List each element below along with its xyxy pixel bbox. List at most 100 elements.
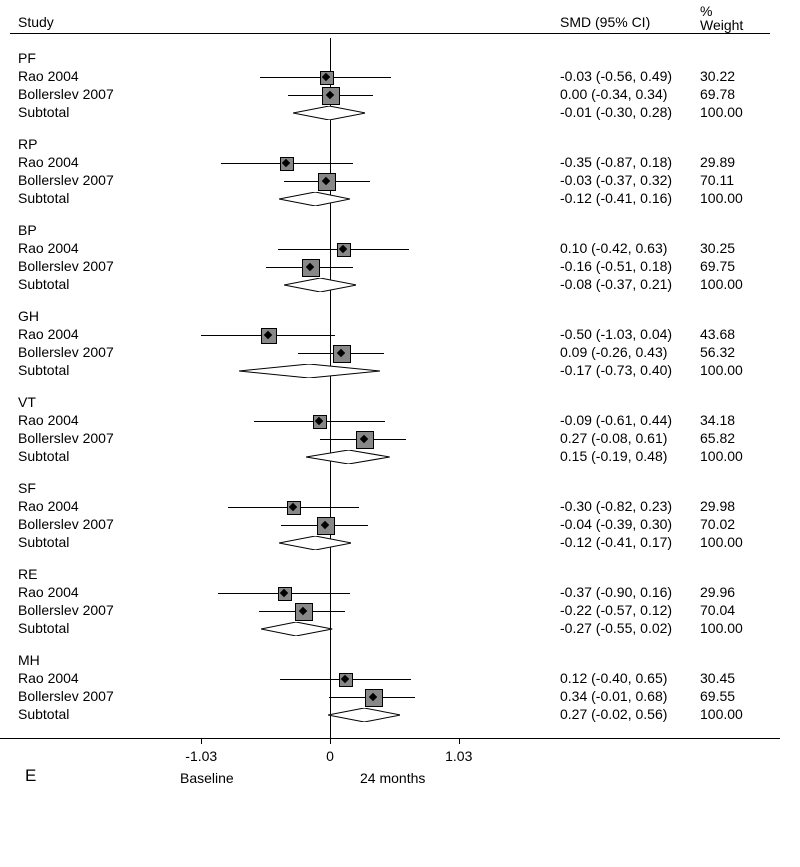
subtotal-diamond-icon	[261, 622, 332, 636]
study-smd: 0.27 (-0.08, 0.61)	[560, 430, 667, 446]
subtotal-row: Subtotal -0.12 (-0.41, 0.16) 100.00	[0, 190, 800, 208]
group-title: BP	[18, 222, 37, 238]
group-title: SF	[18, 480, 36, 496]
study-label: Rao 2004	[18, 68, 79, 84]
axis-tick	[459, 738, 460, 744]
subtotal-diamond-icon	[328, 708, 401, 722]
group-VT: VTRao 2004-0.09 (-0.61, 0.44)34.18Boller…	[0, 394, 800, 466]
header-weight: % Weight	[700, 4, 743, 32]
study-smd: -0.04 (-0.39, 0.30)	[560, 516, 672, 532]
study-smd: -0.03 (-0.37, 0.32)	[560, 172, 672, 188]
header-smd: SMD (95% CI)	[560, 14, 650, 30]
subtotal-diamond-icon	[279, 192, 350, 206]
subtotal-weight: 100.00	[700, 534, 743, 550]
axis-tick-label: -1.03	[185, 748, 217, 764]
subtotal-label: Subtotal	[18, 190, 69, 206]
study-smd: -0.03 (-0.56, 0.49)	[560, 68, 672, 84]
subtotal-weight: 100.00	[700, 362, 743, 378]
subtotal-row: Subtotal-0.17 (-0.73, 0.40)100.00	[0, 362, 800, 380]
subtotal-smd: 0.27 (-0.02, 0.56)	[560, 706, 667, 722]
frame-bottom-line	[0, 738, 780, 739]
subtotal-row: Subtotal0.15 (-0.19, 0.48)100.00	[0, 448, 800, 466]
group-RP: RP Rao 2004 -0.35 (-0.87, 0.18) 29.89 Boller…	[0, 136, 800, 208]
study-smd: -0.35 (-0.87, 0.18)	[560, 154, 672, 170]
study-row: Rao 2004 -0.35 (-0.87, 0.18) 29.89	[0, 154, 800, 172]
header-weight-text: Weight	[700, 17, 743, 33]
study-weight: 43.68	[700, 326, 735, 342]
study-smd: 0.10 (-0.42, 0.63)	[560, 240, 667, 256]
group-SF: SF Rao 2004-0.30 (-0.82, 0.23)29.98Boller…	[0, 480, 800, 552]
group-title: VT	[18, 394, 36, 410]
panel-letter: E	[25, 766, 36, 786]
subtotal-weight: 100.00	[700, 276, 743, 292]
study-row: Bollerslev 20070.09 (-0.26, 0.43)56.32	[0, 344, 800, 362]
axis-tick-label: 0	[326, 748, 334, 764]
subtotal-label: Subtotal	[18, 276, 69, 292]
forest-plot: Study SMD (95% CI) % Weight PFRao 2004-0…	[0, 0, 800, 867]
study-label: Bollerslev 2007	[18, 602, 114, 618]
study-weight: 30.45	[700, 670, 735, 686]
study-weight: 70.11	[700, 172, 734, 188]
subtotal-smd: -0.27 (-0.55, 0.02)	[560, 620, 672, 636]
subtotal-label: Subtotal	[18, 448, 69, 464]
subtotal-smd: -0.17 (-0.73, 0.40)	[560, 362, 672, 378]
subtotal-diamond-icon	[284, 278, 357, 292]
subtotal-diamond-icon	[239, 364, 380, 378]
study-label: Bollerslev 2007	[18, 344, 114, 360]
subtotal-row: Subtotal-0.01 (-0.30, 0.28)100.00	[0, 104, 800, 122]
subtotal-diamond-icon	[293, 106, 366, 120]
study-label: Rao 2004	[18, 154, 79, 170]
study-row: Rao 2004 -0.03 (-0.56, 0.49) 30.22	[0, 68, 800, 86]
axis-tick	[201, 738, 202, 744]
group-BP: BPRao 20040.10 (-0.42, 0.63)30.25Bollers…	[0, 222, 800, 294]
study-row: Bollerslev 20070.27 (-0.08, 0.61)65.82	[0, 430, 800, 448]
study-smd: -0.37 (-0.90, 0.16)	[560, 584, 672, 600]
subtotal-label: Subtotal	[18, 534, 69, 550]
subtotal-smd: -0.12 (-0.41, 0.16)	[560, 190, 672, 206]
subtotal-smd: -0.12 (-0.41, 0.17)	[560, 534, 672, 550]
study-row: Bollerslev 20070.00 (-0.34, 0.34)69.78	[0, 86, 800, 104]
axis-tick	[330, 738, 331, 744]
group-RE: RERao 2004-0.37 (-0.90, 0.16)29.96Boller…	[0, 566, 800, 638]
study-smd: 0.34 (-0.01, 0.68)	[560, 688, 667, 704]
subtotal-weight: 100.00	[700, 190, 743, 206]
study-row: Bollerslev 2007 -0.03 (-0.37, 0.32) 70.11	[0, 172, 800, 190]
study-row: Rao 2004-0.30 (-0.82, 0.23)29.98	[0, 498, 800, 516]
subtotal-weight: 100.00	[700, 104, 743, 120]
group-PF: PFRao 2004-0.03 (-0.56, 0.49)30.22Boller…	[0, 50, 800, 122]
subtotal-weight: 100.00	[700, 706, 743, 722]
study-label: Rao 2004	[18, 240, 79, 256]
subtotal-diamond-icon	[279, 536, 352, 550]
study-row: Bollerslev 2007-0.16 (-0.51, 0.18)69.75	[0, 258, 800, 276]
study-weight: 70.02	[700, 516, 735, 532]
study-weight: 29.89	[700, 154, 735, 170]
study-label: Bollerslev 2007	[18, 688, 114, 704]
group-GH: GHRao 2004-0.50 (-1.03, 0.04)43.68Boller…	[0, 308, 800, 380]
subtotal-row: Subtotal 0.27 (-0.02, 0.56) 100.00	[0, 706, 800, 724]
group-MH: MHRao 20040.12 (-0.40, 0.65)30.45Bollers…	[0, 652, 800, 724]
study-smd: 0.00 (-0.34, 0.34)	[560, 86, 667, 102]
group-title: RP	[18, 136, 37, 152]
study-row: Bollerslev 2007 -0.04 (-0.39, 0.30) 70.02	[0, 516, 800, 534]
study-label: Bollerslev 2007	[18, 172, 114, 188]
subtotal-label: Subtotal	[18, 104, 69, 120]
study-smd: -0.09 (-0.61, 0.44)	[560, 412, 672, 428]
subtotal-smd: 0.15 (-0.19, 0.48)	[560, 448, 667, 464]
study-weight: 70.04	[700, 602, 735, 618]
study-weight: 30.22	[700, 68, 735, 84]
study-label: Rao 2004	[18, 498, 79, 514]
study-row: Bollerslev 2007-0.22 (-0.57, 0.12)70.04	[0, 602, 800, 620]
study-label: Bollerslev 2007	[18, 516, 114, 532]
study-weight: 34.18	[700, 412, 735, 428]
study-label: Rao 2004	[18, 584, 79, 600]
study-weight: 69.55	[700, 688, 735, 704]
axis-tick-label: 1.03	[445, 748, 472, 764]
study-smd: -0.16 (-0.51, 0.18)	[560, 258, 672, 274]
group-title: RE	[18, 566, 37, 582]
study-row: Rao 20040.10 (-0.42, 0.63)30.25	[0, 240, 800, 258]
subtotal-label: Subtotal	[18, 706, 69, 722]
study-label: Rao 2004	[18, 326, 79, 342]
header-study: Study	[18, 14, 54, 30]
group-title: MH	[18, 652, 40, 668]
subtotal-label: Subtotal	[18, 620, 69, 636]
